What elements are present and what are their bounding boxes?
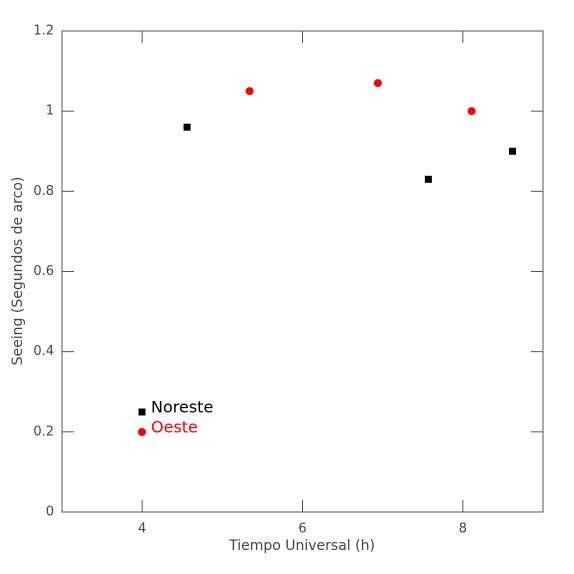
- point: [424, 175, 432, 183]
- y-tick-label: 0.2: [33, 424, 54, 439]
- legend-label: Oeste: [151, 418, 198, 437]
- y-axis-label: Seeing (Segundos de arco): [10, 177, 26, 366]
- x-tick-label: 4: [138, 522, 146, 537]
- y-tick-label: 1.2: [33, 24, 54, 39]
- y-tick-label: 0.8: [33, 184, 54, 199]
- y-tick-label: 0: [46, 505, 54, 520]
- y-tick-label: 0.4: [33, 344, 54, 359]
- x-axis-label: Tiempo Universal (h): [228, 538, 375, 554]
- y-tick-label: 0.6: [33, 264, 54, 279]
- point: [509, 147, 517, 155]
- legend-marker: [138, 408, 146, 416]
- legend-marker: [138, 428, 146, 436]
- x-tick-label: 6: [298, 522, 306, 537]
- x-tick-label: 8: [459, 522, 467, 537]
- point: [467, 107, 476, 116]
- y-tick-label: 1: [46, 104, 54, 119]
- plot-frame: [61, 30, 544, 513]
- point: [245, 87, 254, 96]
- point: [373, 79, 382, 88]
- point: [183, 123, 191, 131]
- legend-label: Noreste: [151, 398, 213, 417]
